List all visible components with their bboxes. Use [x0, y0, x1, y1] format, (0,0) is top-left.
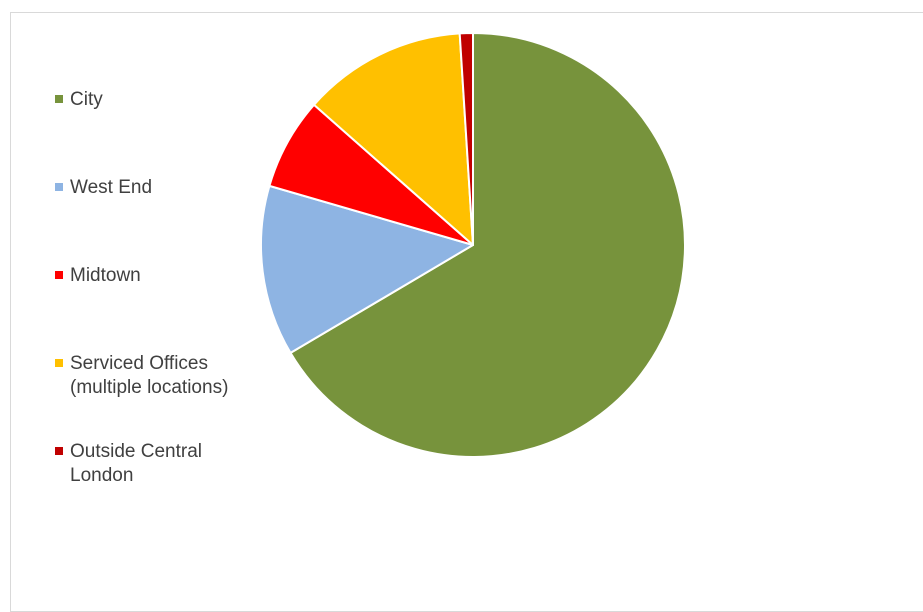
legend-swatch-west-end	[55, 183, 63, 191]
pie-slice-serviced-offices	[312, 32, 474, 246]
legend-label-outside-central-london: Outside Central London	[70, 441, 203, 486]
legend-swatch-city	[55, 95, 63, 103]
legend-swatch-serviced-offices	[55, 359, 63, 367]
legend-item-serviced-offices: Serviced Offices (multiple locations)	[55, 352, 240, 400]
pie-slice-outside-central-london	[458, 32, 474, 246]
legend-label-west-end: West End	[70, 177, 153, 198]
pie-chart	[260, 32, 686, 458]
legend-label-midtown: Midtown	[70, 265, 141, 286]
legend-swatch-outside-central-london	[55, 447, 63, 455]
legend-item-midtown: Midtown	[55, 264, 240, 288]
legend-swatch-midtown	[55, 271, 63, 279]
legend-label-serviced-offices: Serviced Offices (multiple locations)	[70, 353, 229, 398]
pie-slice-city	[289, 32, 686, 458]
legend-item-west-end: West End	[55, 176, 240, 200]
legend: City West End Midtown Serviced Offices (…	[55, 0, 255, 583]
pie-slice-west-end	[260, 184, 474, 354]
legend-item-city: City	[55, 88, 240, 112]
legend-item-outside-central-london: Outside Central London	[55, 440, 240, 488]
legend-label-city: City	[70, 89, 103, 110]
